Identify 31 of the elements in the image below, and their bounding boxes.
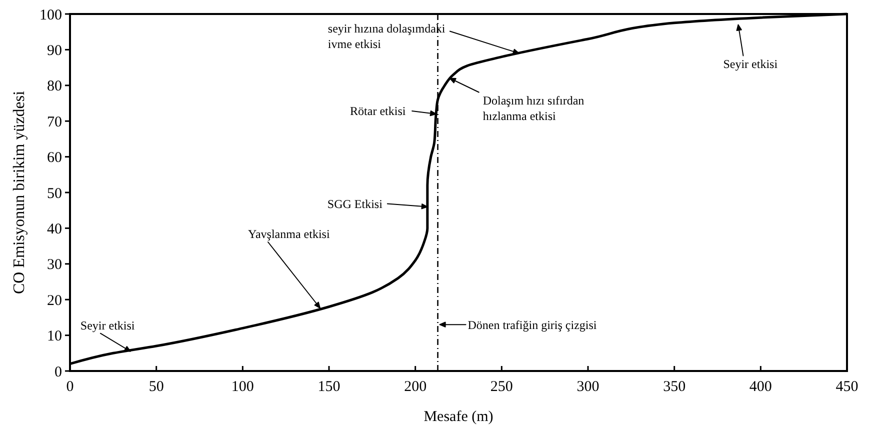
- annotation: Rötar etkisi: [350, 104, 406, 118]
- y-tick-label: 0: [54, 364, 62, 380]
- y-tick-label: 20: [47, 292, 62, 309]
- y-tick-label: 90: [47, 42, 62, 59]
- annotation: Seyir etkisi: [80, 318, 136, 333]
- x-axis-title: Mesafe (m): [424, 409, 494, 425]
- x-tick-label: 400: [749, 379, 772, 395]
- x-tick-label: 0: [66, 379, 74, 395]
- annotation: Seyir etkisi: [723, 56, 778, 71]
- x-tick-label: 100: [231, 379, 254, 395]
- x-tick-label: 450: [836, 379, 858, 395]
- y-tick-label: 100: [40, 7, 62, 24]
- ref-line-label: Dönen trafiğin giriş çizgisi: [468, 318, 598, 332]
- x-tick-label: 50: [148, 379, 164, 395]
- x-tick-label: 350: [663, 379, 686, 395]
- y-tick-label: 80: [47, 78, 62, 95]
- annotation: seyir hızına dolaşımdaki ivme etkisi: [328, 21, 446, 52]
- x-tick-label: 300: [576, 379, 600, 395]
- y-axis-title: CO Emisyonun birikim yüzdesi: [11, 90, 28, 294]
- x-tick-label: 150: [318, 379, 340, 395]
- x-tick-label: 200: [404, 379, 427, 395]
- y-tick-label: 50: [47, 186, 62, 202]
- y-tick-label: 40: [47, 221, 62, 238]
- annotation: Dolaşım hızı sıfırdan hızlanma etkisi: [482, 93, 584, 124]
- annotation: Yavşlanma etkisi: [248, 227, 330, 242]
- y-tick-label: 60: [47, 150, 62, 166]
- y-tick-label: 70: [47, 114, 62, 130]
- y-tick-label: 10: [47, 328, 62, 345]
- y-tick-label: 30: [47, 257, 62, 274]
- annotation: SGG Etkisi: [327, 196, 384, 211]
- x-tick-label: 250: [490, 379, 513, 395]
